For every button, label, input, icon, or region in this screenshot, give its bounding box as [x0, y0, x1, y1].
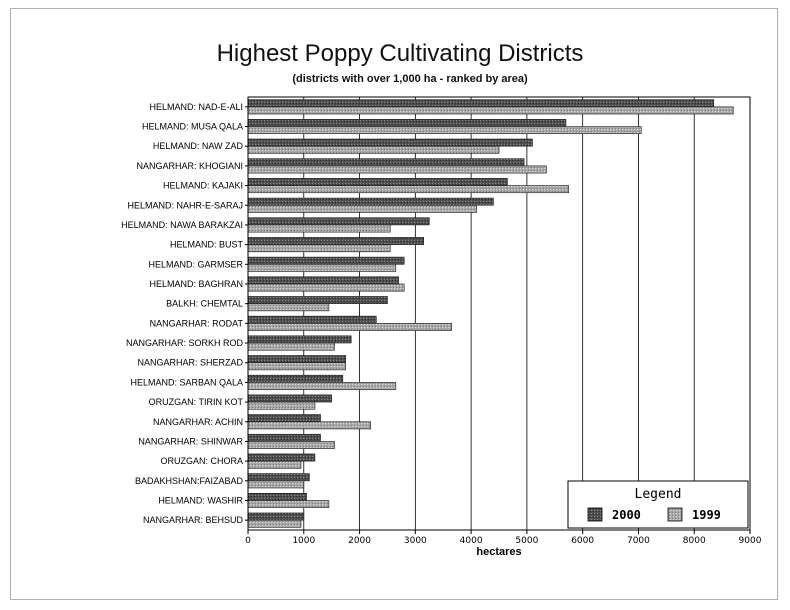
category-label: HELMAND: NAWA BARAKZAI [121, 220, 243, 230]
category-label: ORUZGAN: TIRIN KOT [149, 397, 244, 407]
bar-1999 [247, 382, 397, 390]
category-label: HELMAND: MUSA QALA [142, 122, 243, 132]
bar-2000 [247, 197, 494, 206]
legend-label-2000: 2000 [612, 508, 641, 522]
x-tick-label: 0 [245, 536, 251, 546]
bar-2000 [247, 355, 346, 364]
x-tick-label: 9000 [739, 536, 762, 546]
bars [247, 99, 734, 528]
category-label: HELMAND: BUST [170, 240, 244, 250]
chart-title: Highest Poppy Cultivating Districts [216, 40, 584, 67]
bar-2000 [247, 315, 377, 324]
legend-label-1999: 1999 [692, 508, 721, 522]
x-axis-title: hectares [476, 546, 521, 558]
category-label: NANGARHAR: SHERZAD [137, 358, 243, 368]
bar-2000 [247, 335, 352, 344]
x-tick-label: 8000 [683, 536, 706, 546]
x-tick-label: 3000 [404, 536, 427, 546]
category-label: HELMAND: BAGHRAN [149, 279, 243, 289]
category-label: HELMAND: SARBAN QALA [130, 377, 243, 387]
category-label: HELMAND: KAJAKI [163, 181, 243, 191]
bar-1999 [247, 126, 642, 135]
bar-1999 [247, 106, 734, 115]
category-label: HELMAND: NAHR-E-SARAJ [127, 200, 243, 210]
legend-swatch-1999 [667, 507, 683, 522]
category-label: HELMAND: NAW ZAD [153, 141, 244, 151]
bar-2000 [247, 276, 399, 285]
legend-swatch-2000 [587, 507, 603, 522]
bar-2000 [247, 99, 715, 108]
category-label: ORUZGAN: CHORA [160, 456, 243, 466]
legend-title: Legend [635, 487, 682, 502]
bar-1999 [247, 283, 405, 292]
plot-frame [247, 96, 751, 531]
axes: 0 1000 2000 3000 4000 5000 6000 7000 8000 9000 HEL… [121, 96, 762, 558]
bar-1999 [247, 263, 397, 272]
bar-1999 [247, 401, 316, 410]
bar-2000 [247, 453, 316, 462]
x-tick-label: 1000 [292, 536, 315, 546]
category-label: NANGARHAR: SHINWAR [138, 436, 243, 446]
category-label: HELMAND: WASHIR [158, 495, 243, 505]
category-label: HELMAND: NAD-E-ALI [149, 102, 243, 112]
bar-2000 [247, 178, 508, 186]
bar-1999 [247, 421, 372, 430]
bar-1999 [247, 323, 452, 331]
bar-2000 [247, 217, 430, 226]
bar-1999 [247, 224, 391, 233]
bar-2000 [247, 237, 424, 245]
bar-2000 [247, 296, 388, 304]
category-label: HELMAND: GARMSER [148, 259, 243, 269]
bar-1999 [247, 500, 330, 508]
category-label: NANGARHAR: ACHIN [153, 417, 243, 427]
bar-2000 [247, 414, 321, 423]
bar-1999 [247, 519, 302, 528]
bar-2000 [247, 433, 321, 442]
bar-1999 [247, 204, 477, 213]
bar-2000 [247, 374, 344, 383]
category-label: NANGARHAR: SORKH ROD [126, 338, 244, 348]
bar-2000 [247, 158, 525, 167]
x-tick-label: 2000 [348, 536, 371, 546]
bar-1999 [247, 441, 335, 449]
bar-1999 [247, 145, 500, 154]
bar-2000 [247, 512, 305, 521]
bar-1999 [247, 165, 547, 174]
x-tick-label: 7000 [627, 536, 650, 546]
category-label: BADAKHSHAN:FAIZABAD [135, 476, 244, 486]
chart-subtitle: (districts with over 1,000 ha - ranked b… [292, 73, 528, 85]
x-tick-label: 5000 [515, 536, 538, 546]
bar-2000 [247, 394, 332, 403]
category-label: BALKH: CHEMTAL [166, 299, 243, 309]
x-tick-label: 6000 [571, 536, 594, 546]
category-label: NANGARHAR: KHOGIANI [136, 161, 243, 171]
bar-2000 [247, 473, 310, 482]
bar-2000 [247, 256, 405, 265]
bar-1999 [247, 303, 330, 312]
bar-1999 [247, 362, 346, 371]
bar-2000 [247, 119, 567, 127]
bar-1999 [247, 185, 570, 194]
bar-1999 [247, 480, 305, 489]
category-label: NANGARHAR: RODAT [150, 318, 244, 328]
category-label: NANGARHAR: BEHSUD [143, 515, 244, 525]
bar-1999 [247, 244, 391, 253]
x-tick-label: 4000 [460, 536, 483, 546]
bar-1999 [247, 342, 335, 351]
legend: Legend 2000 1999 [567, 480, 749, 529]
bar-1999 [247, 460, 302, 469]
bar-2000 [247, 492, 307, 501]
bar-2000 [247, 138, 533, 147]
